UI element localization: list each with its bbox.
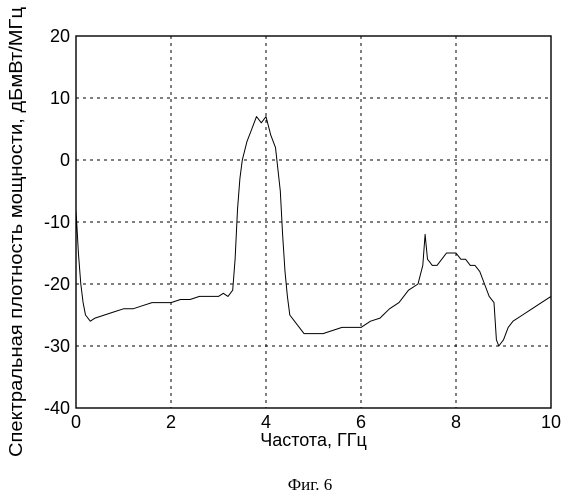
tick-labels: 0 2 4 6 8 10 20 10 0 -10 -20 -30 -40 — [44, 26, 561, 432]
y-tick-label: -10 — [44, 212, 70, 232]
x-tick-label: 8 — [451, 412, 461, 432]
y-tick-label: -20 — [44, 274, 70, 294]
series-line-spectrum — [76, 117, 551, 346]
figure-caption: Фиг. 6 — [288, 475, 333, 494]
y-axis-label: Спектральная плотность мощности, дБмВт/М… — [6, 7, 26, 457]
y-tick-label: 0 — [60, 150, 70, 170]
x-tick-label: 0 — [71, 412, 81, 432]
y-tick-label: 20 — [50, 26, 70, 46]
x-tick-label: 2 — [166, 412, 176, 432]
x-axis-label: Частота, ГГц — [260, 430, 367, 450]
y-tick-label: -30 — [44, 336, 70, 356]
y-tick-label: -40 — [44, 398, 70, 418]
x-tick-label: 10 — [541, 412, 561, 432]
x-tick-label: 6 — [356, 412, 366, 432]
grid — [76, 36, 551, 408]
x-tick-label: 4 — [261, 412, 271, 432]
y-tick-label: 10 — [50, 88, 70, 108]
